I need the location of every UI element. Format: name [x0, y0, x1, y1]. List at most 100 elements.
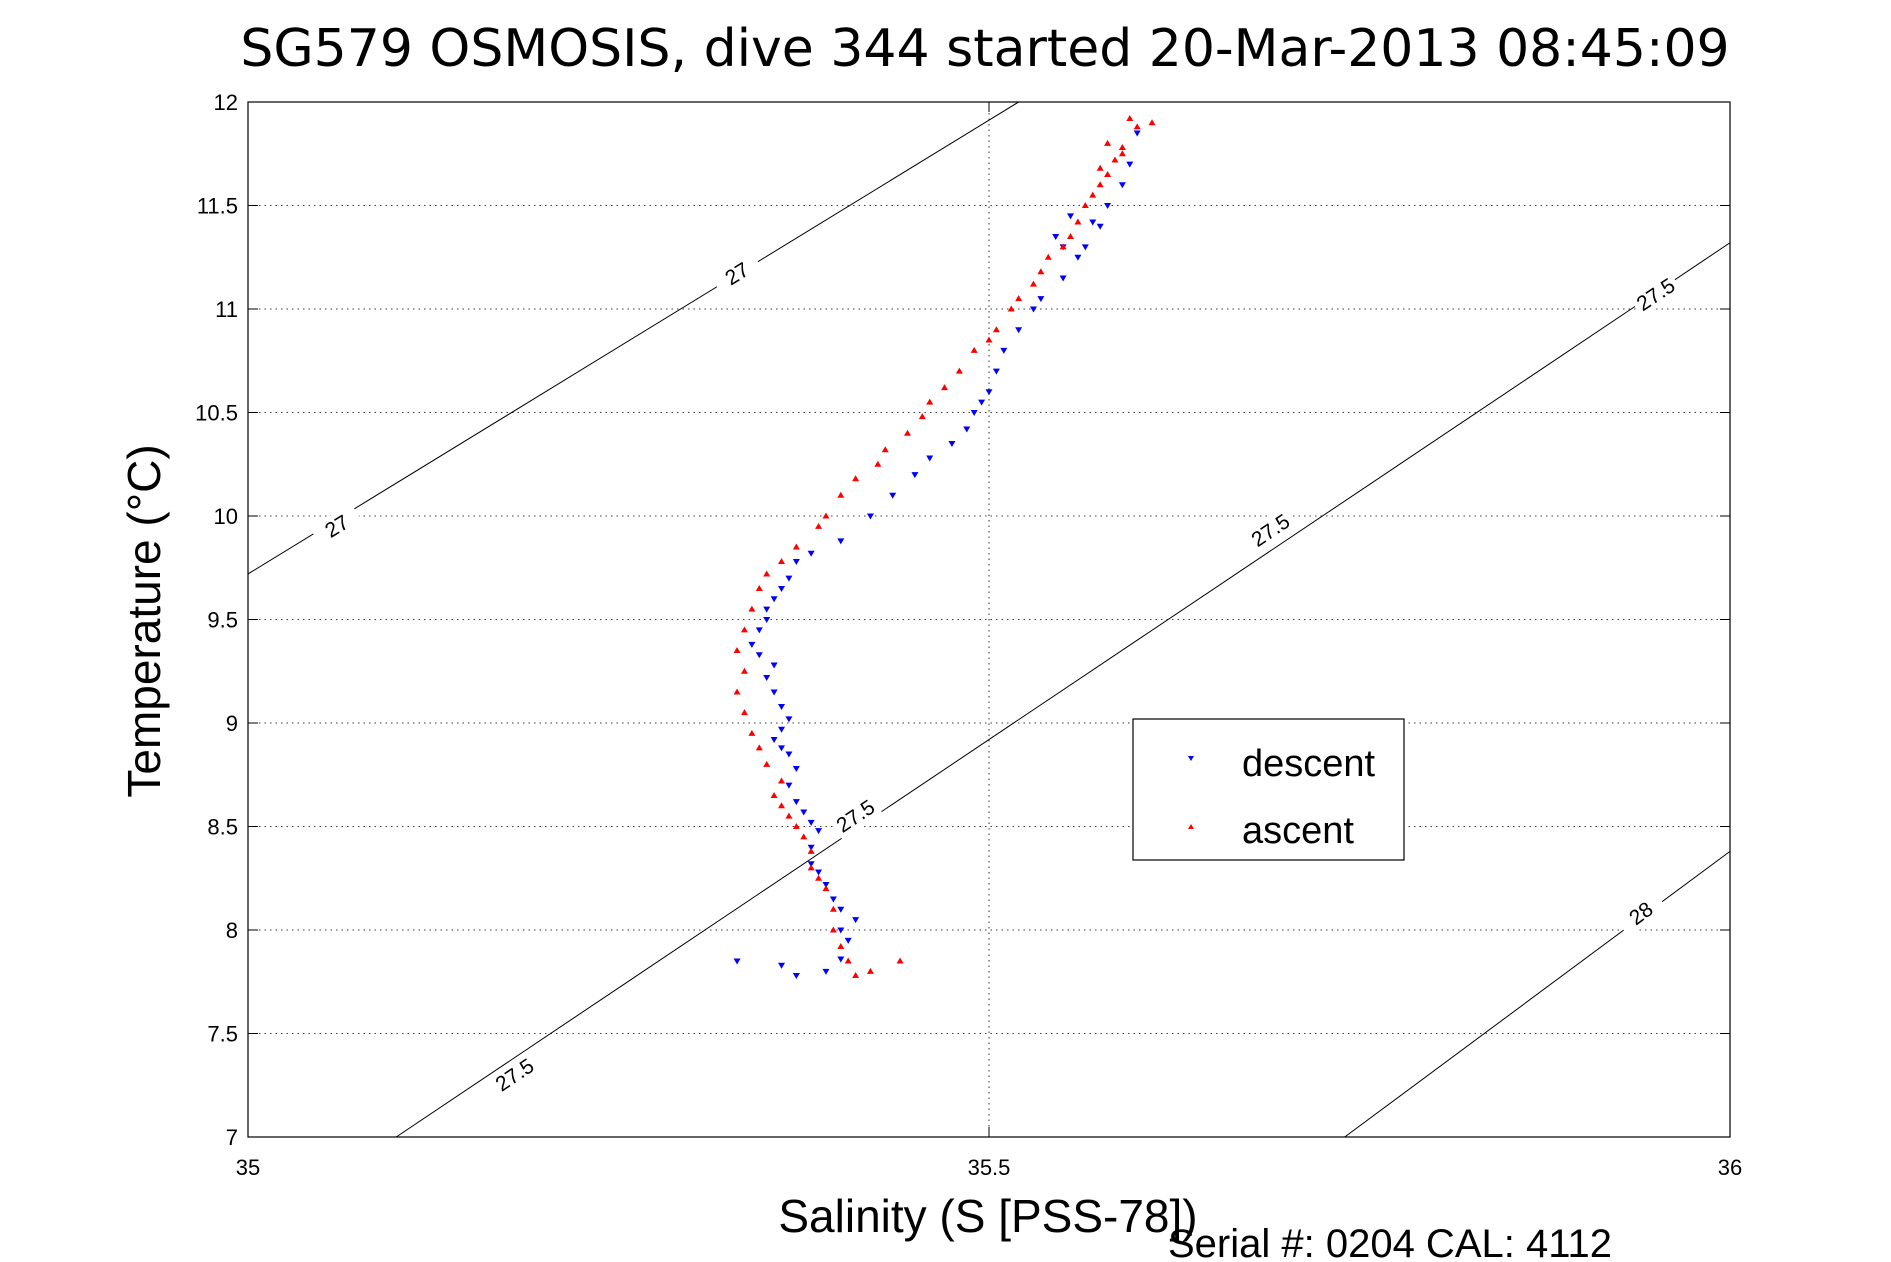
ascent-point: [800, 833, 808, 840]
ascent-point: [918, 413, 926, 420]
ascent-point: [785, 812, 793, 819]
descent-point: [1096, 223, 1104, 230]
y-tick-label: 9.5: [207, 608, 238, 633]
axis-ticks: 35 35.5 36 7 7.5 8 8.5 9 9.5 10 10.5 11 11.5 12: [195, 90, 1742, 1180]
ascent-point: [1133, 123, 1141, 130]
ascent-point: [881, 446, 889, 453]
legend-label-ascent: ascent: [1242, 810, 1354, 852]
x-tick-label: 36: [1718, 1155, 1742, 1180]
y-tick-label: 8.5: [207, 815, 238, 840]
ascent-point: [1015, 295, 1023, 302]
chart-title: SG579 OSMOSIS, dive 344 started 20-Mar-2…: [240, 19, 1729, 79]
contour-label-bg: [710, 251, 764, 297]
descent-point: [1074, 254, 1082, 261]
x-axis-label: Salinity (S [PSS-78]): [778, 1190, 1197, 1242]
serial-cal-note: Serial #: 0204 CAL: 4112: [1168, 1222, 1612, 1262]
contour-label-bg: [488, 1051, 542, 1099]
ascent-point: [1067, 233, 1075, 240]
y-tick-label: 9: [226, 711, 238, 736]
ascent-point: [844, 957, 852, 964]
ascent-point: [740, 626, 748, 633]
ascent-point: [755, 744, 763, 751]
ascent-point: [1111, 156, 1119, 163]
ascent-point: [792, 543, 800, 550]
contour-label-bg: [1243, 507, 1298, 554]
descent-point: [807, 861, 815, 868]
ascent-point: [1096, 164, 1104, 171]
descent-point: [822, 968, 830, 975]
ascent-point: [1074, 218, 1082, 225]
ascent-point: [1037, 268, 1045, 275]
descent-point: [1104, 203, 1112, 209]
y-tick-label: 10: [214, 504, 238, 529]
descent-point: [1118, 182, 1126, 189]
ascent-point: [748, 605, 756, 612]
descent-point: [822, 881, 830, 888]
ascent-point: [822, 885, 830, 892]
contour-label-bg: [1614, 889, 1668, 938]
y-tick-label: 11.5: [197, 194, 238, 219]
ascent-point: [778, 802, 786, 809]
ascent-point: [852, 972, 860, 979]
ascent-point: [837, 943, 845, 950]
descent-point: [1015, 327, 1023, 334]
ascent-point: [815, 522, 823, 529]
descent-point: [733, 958, 741, 965]
descent-point: [978, 399, 986, 406]
ascent-point: [1044, 253, 1052, 260]
y-tick-label: 12: [214, 90, 238, 115]
data-points: [733, 115, 1156, 980]
descent-point: [852, 917, 860, 924]
descent-point: [785, 782, 793, 789]
descent-point: [807, 550, 815, 557]
isopycnal-line: [395, 242, 1731, 1138]
descent-point: [807, 844, 815, 851]
descent-point: [970, 410, 978, 416]
legend-marker-descent: [1188, 756, 1194, 761]
descent-point: [837, 538, 845, 545]
ascent-point: [778, 558, 786, 565]
ascent-point: [1104, 139, 1112, 146]
ascent-point: [807, 847, 815, 854]
descent-point: [1133, 130, 1141, 137]
ascent-point: [763, 570, 771, 577]
y-tick-label: 11: [215, 297, 238, 322]
ascent-point: [1029, 280, 1037, 287]
ascent-point: [1148, 119, 1156, 126]
y-tick-label: 8: [226, 918, 238, 943]
ascent-point: [955, 367, 963, 374]
ascent-point: [852, 475, 860, 482]
ascent-point: [1007, 305, 1015, 312]
ascent-point: [926, 398, 934, 405]
ascent-point: [1104, 170, 1112, 177]
legend-marker-ascent: [1188, 824, 1194, 829]
ascent-point: [1126, 115, 1134, 122]
descent-point: [800, 809, 808, 816]
legend: descent ascent: [1132, 718, 1405, 861]
descent-point: [778, 962, 786, 969]
descent-point: [785, 575, 793, 582]
ascent-point: [1118, 150, 1126, 157]
descent-point: [763, 617, 771, 623]
descent-point: [837, 927, 845, 934]
descent-point: [770, 596, 778, 603]
descent-point: [837, 906, 845, 913]
ascent-point: [970, 346, 978, 353]
descent-point: [748, 641, 756, 648]
descent-point: [1059, 275, 1067, 282]
y-axis-label: Temperature (°C): [118, 444, 170, 797]
descent-point: [1052, 234, 1060, 241]
ascent-point: [837, 491, 845, 498]
descent-point: [992, 368, 1000, 375]
ascent-point: [1118, 144, 1126, 151]
x-tick-label: 35: [236, 1155, 260, 1180]
descent-point: [792, 799, 800, 806]
descent-point: [926, 455, 934, 462]
descent-point: [815, 869, 823, 876]
ascent-point: [822, 512, 830, 519]
descent-point: [985, 389, 993, 396]
ascent-point: [807, 864, 815, 871]
descent-point: [792, 559, 800, 566]
ascent-point: [792, 823, 800, 829]
